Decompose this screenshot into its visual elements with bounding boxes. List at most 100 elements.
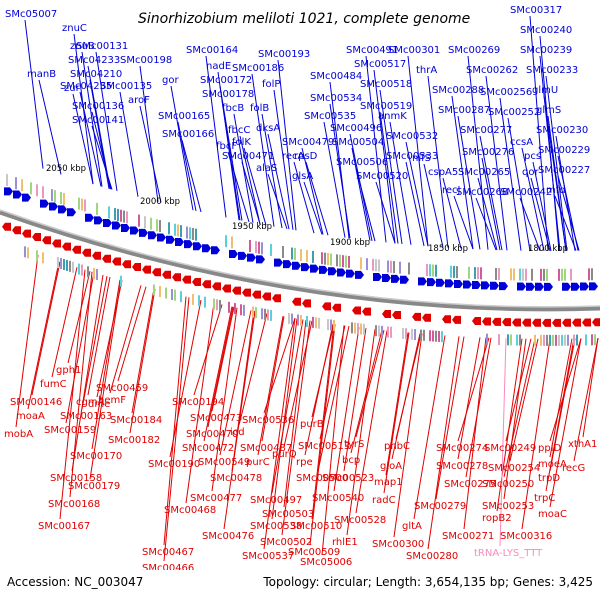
forward-gene-label: SMc00269 — [448, 45, 500, 56]
reverse-connector-line — [27, 261, 60, 410]
reverse-gene-label: SMc00184 — [110, 415, 162, 426]
feature-mark — [399, 261, 401, 274]
forward-connector-line — [365, 55, 387, 243]
forward-gene-label: SMc04235 — [60, 81, 112, 92]
feature-mark — [351, 322, 353, 334]
reverse-connector-line — [257, 316, 284, 456]
reverse-connector-line — [355, 330, 385, 438]
reverse-gene-arrow — [2, 222, 11, 231]
feature-mark — [375, 259, 377, 272]
feature-mark — [264, 308, 266, 320]
forward-gene-arrow — [382, 273, 391, 282]
feature-mark — [540, 268, 542, 281]
forward-gene-label: SMc00229 — [538, 145, 590, 156]
forward-connector-line — [521, 147, 545, 251]
forward-gene-label: aroF — [128, 95, 150, 106]
forward-gene-arrow — [427, 278, 436, 287]
reverse-gene-label: SMc00280 — [406, 551, 458, 562]
feature-mark — [177, 224, 179, 237]
forward-connector-line — [139, 65, 159, 202]
forward-connector-line — [243, 147, 267, 226]
reverse-gene-label: SMc00467 — [142, 547, 194, 558]
reverse-gene-label: rhlE1 — [332, 537, 358, 548]
forward-gene-arrow — [94, 216, 103, 225]
feature-mark — [387, 260, 389, 273]
feature-mark — [288, 313, 290, 325]
forward-gene-arrow — [202, 244, 211, 253]
forward-gene-label: SMc00276 — [462, 147, 514, 158]
forward-connector-line — [405, 161, 425, 246]
forward-gene-label: SMc00506 — [336, 157, 388, 168]
forward-gene-label: SMc00288 — [432, 85, 484, 96]
feature-mark — [348, 255, 350, 268]
forward-gene-label: fbcC — [228, 125, 250, 136]
reverse-connector-line — [465, 337, 492, 478]
reverse-connector-line — [81, 276, 108, 410]
rna-connector-line — [499, 338, 507, 547]
feature-mark — [525, 268, 527, 281]
reverse-gene-arrow — [392, 310, 401, 319]
feature-mark — [234, 303, 236, 315]
reverse-gene-arrow — [532, 318, 541, 327]
feature-mark — [252, 306, 254, 318]
reverse-gene-label: SMc00523 — [322, 473, 374, 484]
forward-gene-arrow — [4, 187, 13, 196]
feature-mark — [594, 334, 596, 346]
reverse-connector-line — [163, 296, 187, 546]
reverse-connector-line — [219, 310, 252, 456]
forward-gene-label: alaS — [256, 163, 277, 174]
reverse-connector-line — [521, 338, 551, 530]
feature-mark — [432, 330, 434, 342]
forward-connector-line — [38, 79, 62, 175]
feature-mark — [192, 293, 194, 305]
feature-mark — [495, 267, 497, 280]
reverse-gene-label: SMc00476 — [202, 531, 254, 542]
feature-mark — [330, 253, 332, 266]
forward-gene-arrow — [67, 208, 76, 217]
reverse-connector-line — [59, 269, 86, 520]
forward-gene-label: SMc00252 — [488, 107, 540, 118]
reverse-gene-arrow — [242, 288, 251, 297]
forward-connector-line — [301, 147, 324, 235]
footer: Accession: NC_003047 Topology: circular;… — [0, 572, 600, 594]
forward-connector-line — [95, 51, 118, 192]
forward-connector-line — [389, 121, 412, 245]
forward-connector-line — [457, 115, 481, 250]
feature-mark — [339, 254, 341, 267]
forward-gene-arrow — [13, 190, 22, 199]
forward-gene-label: SMc00471 — [222, 151, 274, 162]
feature-mark — [117, 208, 119, 221]
forward-connector-line — [423, 163, 444, 248]
forward-connector-line — [293, 161, 315, 234]
feature-mark — [330, 319, 332, 331]
feature-mark — [585, 334, 587, 346]
feature-mark — [345, 255, 347, 268]
reverse-gene-label: radC — [372, 495, 396, 506]
feature-mark — [21, 179, 23, 192]
forward-gene-arrow — [355, 270, 364, 279]
forward-connector-line — [329, 103, 351, 239]
feature-mark — [249, 240, 251, 253]
feature-mark — [324, 252, 326, 265]
reverse-gene-label: icd — [230, 427, 245, 438]
reverse-gene-arrow — [492, 317, 501, 326]
forward-gene-label: gor — [162, 75, 179, 86]
feature-mark — [261, 242, 263, 255]
reverse-gene-label: SMc00159 — [44, 425, 96, 436]
feature-mark — [564, 334, 566, 346]
feature-mark — [456, 266, 458, 279]
forward-connector-line — [351, 147, 371, 241]
forward-connector-line — [485, 75, 508, 251]
reverse-strand-connectors — [15, 254, 599, 562]
forward-gene-label: SMc00277 — [460, 125, 512, 136]
forward-gene-label: SMc00533 — [386, 151, 438, 162]
forward-gene-arrow — [157, 233, 166, 242]
forward-gene-label: pcs — [524, 151, 541, 162]
reverse-connector-line — [69, 271, 93, 498]
reverse-connector-line — [238, 313, 268, 426]
reverse-gene-label: SMc00194 — [172, 397, 224, 408]
feature-mark — [561, 334, 563, 346]
kbp-tick: 2000 kbp — [140, 197, 180, 207]
forward-gene-label: SMc00165 — [158, 111, 210, 122]
feature-mark — [519, 268, 521, 281]
